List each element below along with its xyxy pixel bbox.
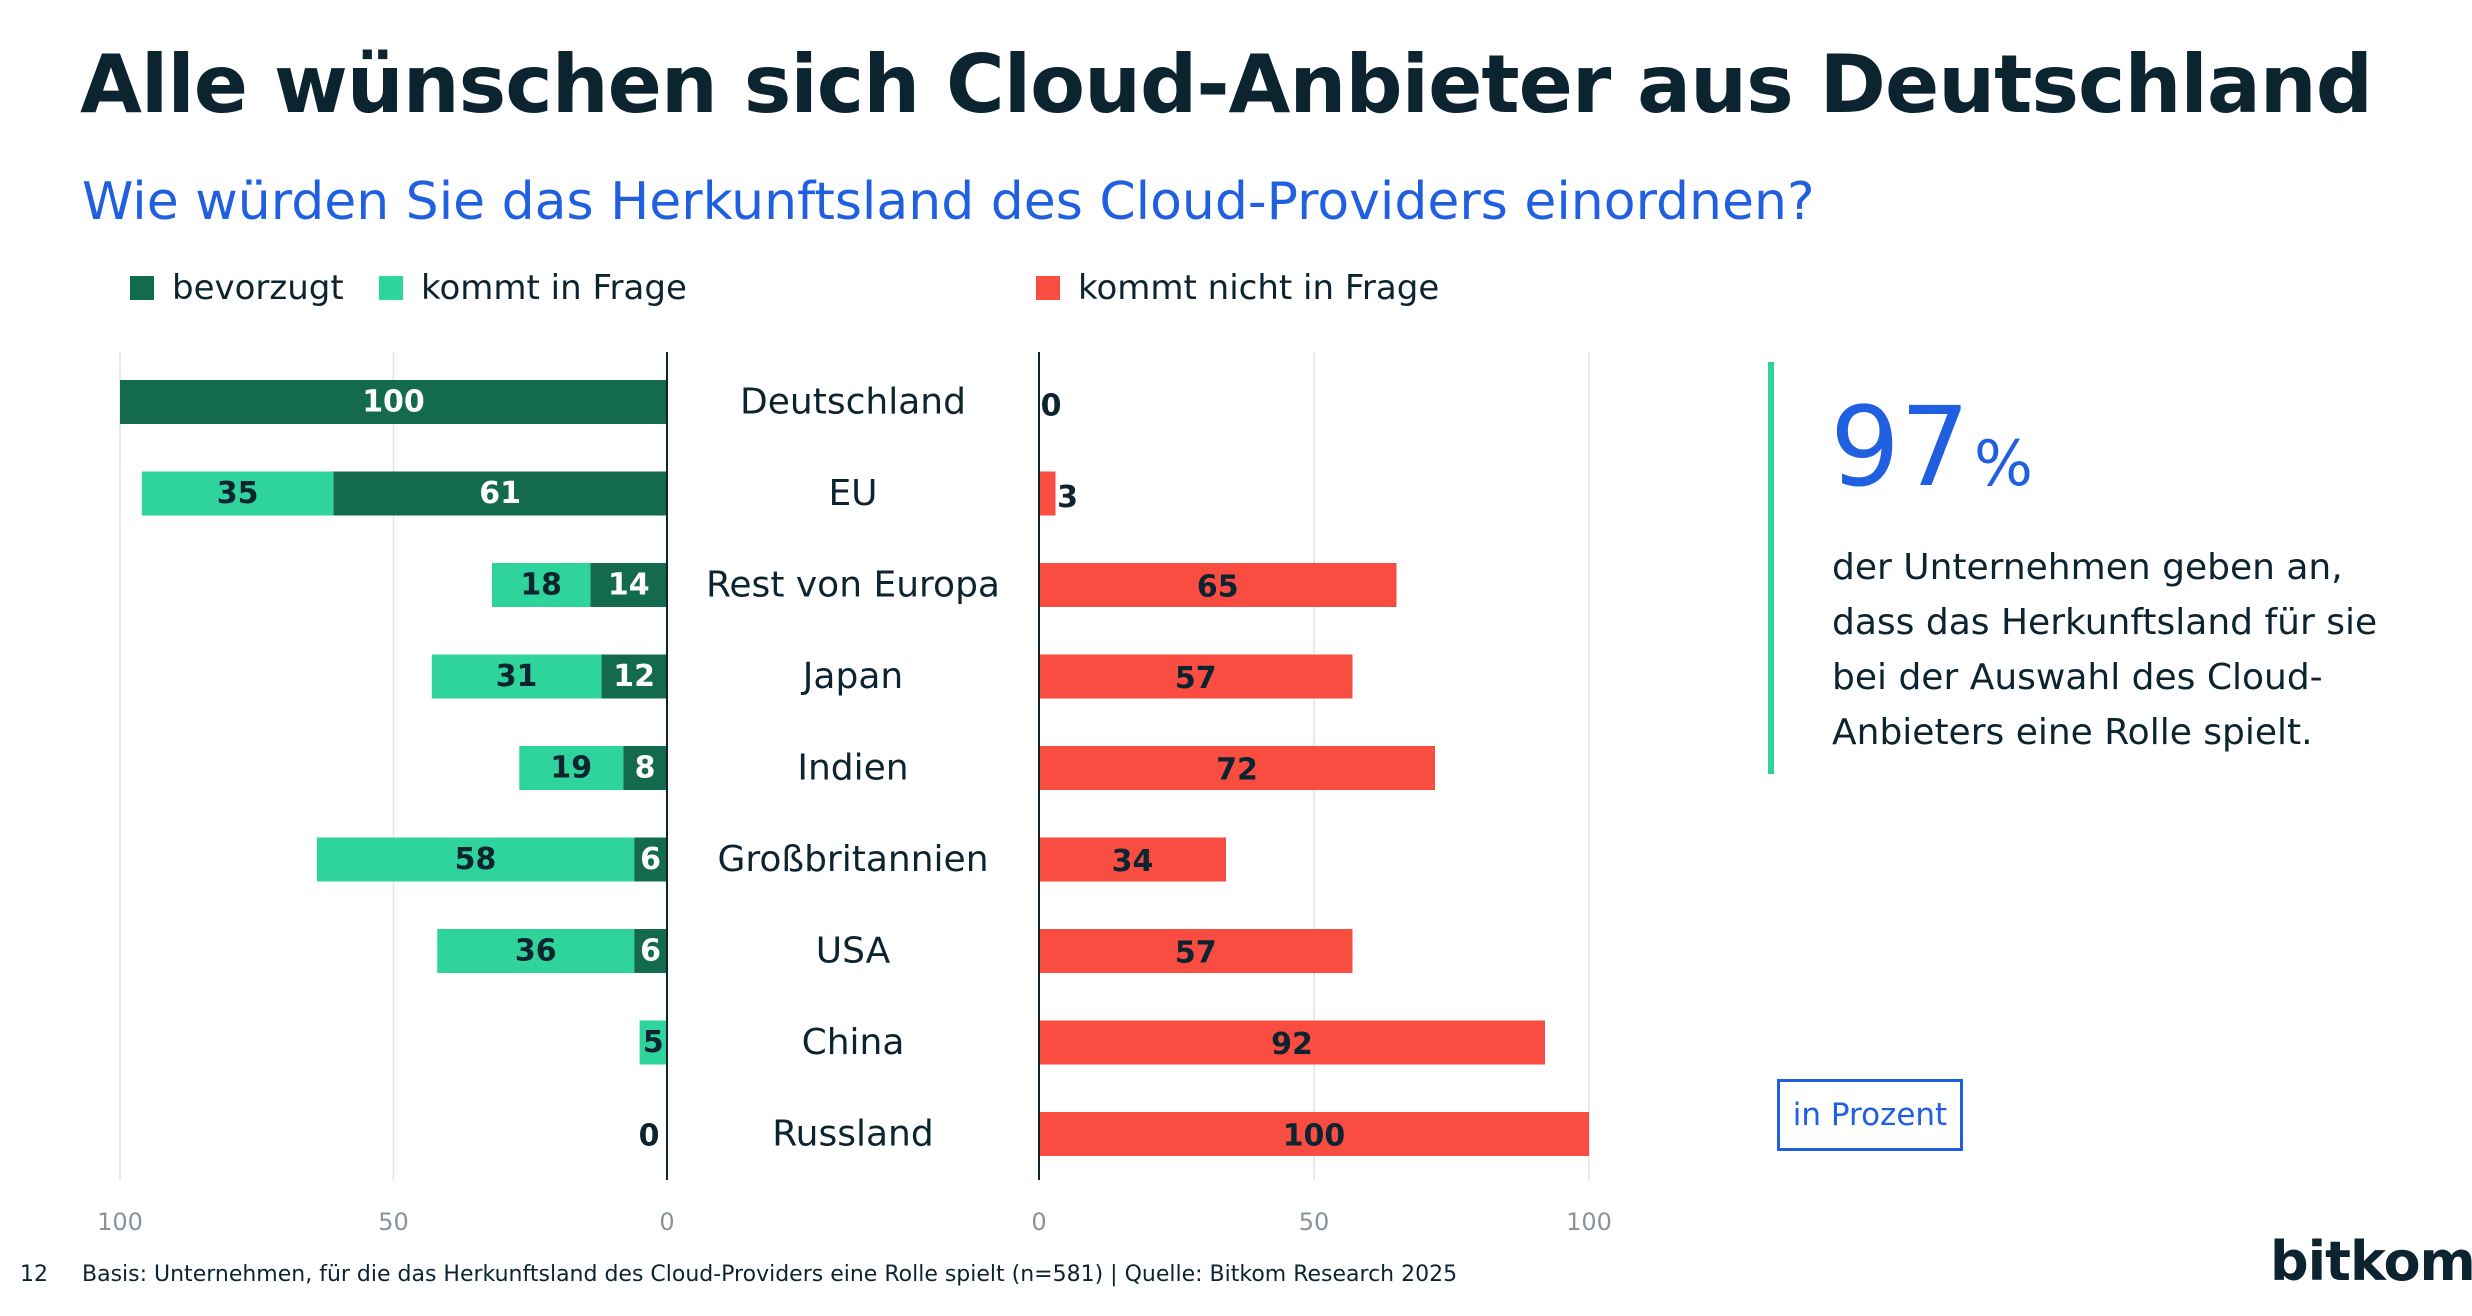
page-number: 12 [20,1262,48,1287]
bar-not-possible [1039,471,1056,516]
bar-not-possible [1039,929,1353,973]
data-label-preferred: 14 [608,568,650,603]
data-label-not-possible: 3 [1057,480,1078,515]
source-note: Basis: Unternehmen, für die das Herkunft… [82,1262,1458,1287]
category-label: Deutschland [740,382,966,423]
category-label: EU [828,473,877,514]
bar-preferred [623,746,667,790]
legend-item-possible: kommt in Frage [379,268,687,308]
bar-possible [519,746,624,790]
bar-not-possible [1039,746,1435,790]
key-figure: 97% [1830,392,2033,502]
legend-item-preferred: bevorzugt [130,268,344,308]
category-label: Rest von Europa [706,565,1000,606]
bar-preferred [120,380,667,424]
bar-possible [437,929,635,973]
legend-swatch-possible [379,276,403,300]
data-label-possible: 19 [550,751,592,786]
bar-not-possible [1039,1020,1545,1065]
bar-possible [141,471,334,516]
bar-not-possible [1039,654,1353,699]
legend-label-preferred: bevorzugt [172,268,344,308]
legend-label-not-possible: kommt nicht in Frage [1078,268,1440,308]
bar-not-possible [1039,837,1226,882]
key-figure-description: der Unternehmen geben an, dass das Herku… [1832,547,2378,753]
data-label-preferred: 12 [613,659,655,694]
x-tick-label-right: 0 [1031,1208,1046,1236]
x-tick-label-right: 100 [1566,1208,1612,1236]
data-label-not-possible: 0 [1041,389,1062,424]
bar-not-possible [1039,563,1397,607]
data-label-possible: 18 [520,568,562,603]
data-label-not-possible: 34 [1112,844,1154,879]
data-label-not-possible: 100 [1283,1119,1346,1154]
bar-preferred [590,563,667,607]
category-label: Japan [801,656,903,697]
data-label-not-possible: 72 [1216,753,1258,788]
data-label-not-possible: 57 [1175,661,1217,696]
data-label-possible: 5 [643,1025,664,1060]
category-label: Russland [772,1114,933,1155]
bar-preferred [333,471,667,516]
x-tick-label-left: 100 [97,1208,143,1236]
legend-swatch-not-possible [1036,276,1060,300]
data-label-preferred: 6 [640,842,661,877]
bar-not-possible [1039,1112,1589,1156]
bar-possible [639,1020,667,1065]
bar-preferred [601,654,667,699]
data-label-possible: 31 [496,659,538,694]
data-label-preferred: 6 [640,934,661,969]
x-tick-label-left: 50 [378,1208,409,1236]
bar-preferred [634,929,667,973]
bar-preferred [634,837,667,882]
data-label-possible: 35 [217,476,259,511]
bitkom-logo: bitkom [2270,1230,2472,1293]
bar-possible [431,654,602,699]
page-title: Alle wünschen sich Cloud-Anbieter aus De… [80,38,2373,131]
key-figure-value: 97 [1830,383,1970,511]
category-label: China [802,1022,905,1063]
data-label-possible: 58 [455,842,497,877]
data-label-preferred: 61 [479,476,521,511]
category-label: Großbritannien [717,839,988,880]
legend-swatch-preferred [130,276,154,300]
data-label-preferred: 100 [362,385,425,420]
data-label-possible: 36 [515,934,557,969]
legend-label-possible: kommt in Frage [421,268,687,308]
key-figure-unit: % [1973,427,2033,500]
x-tick-label-left: 0 [659,1208,674,1236]
x-tick-label-right: 50 [1299,1208,1330,1236]
callout-accent-line [1768,362,1774,774]
legend-item-not-possible: kommt nicht in Frage [1036,268,1439,308]
bar-possible [316,837,635,882]
unit-label: in Prozent [1777,1079,1963,1151]
category-label: USA [816,931,891,972]
data-label-preferred: 8 [635,751,656,786]
data-label-not-possible: 92 [1271,1027,1313,1062]
category-label: Indien [797,748,908,789]
data-label-not-possible: 65 [1197,570,1239,605]
data-label-not-possible: 57 [1175,936,1217,971]
data-label-zero: 0 [639,1119,660,1154]
bar-possible [491,563,591,607]
chart-question: Wie würden Sie das Herkunftsland des Clo… [82,172,1815,232]
